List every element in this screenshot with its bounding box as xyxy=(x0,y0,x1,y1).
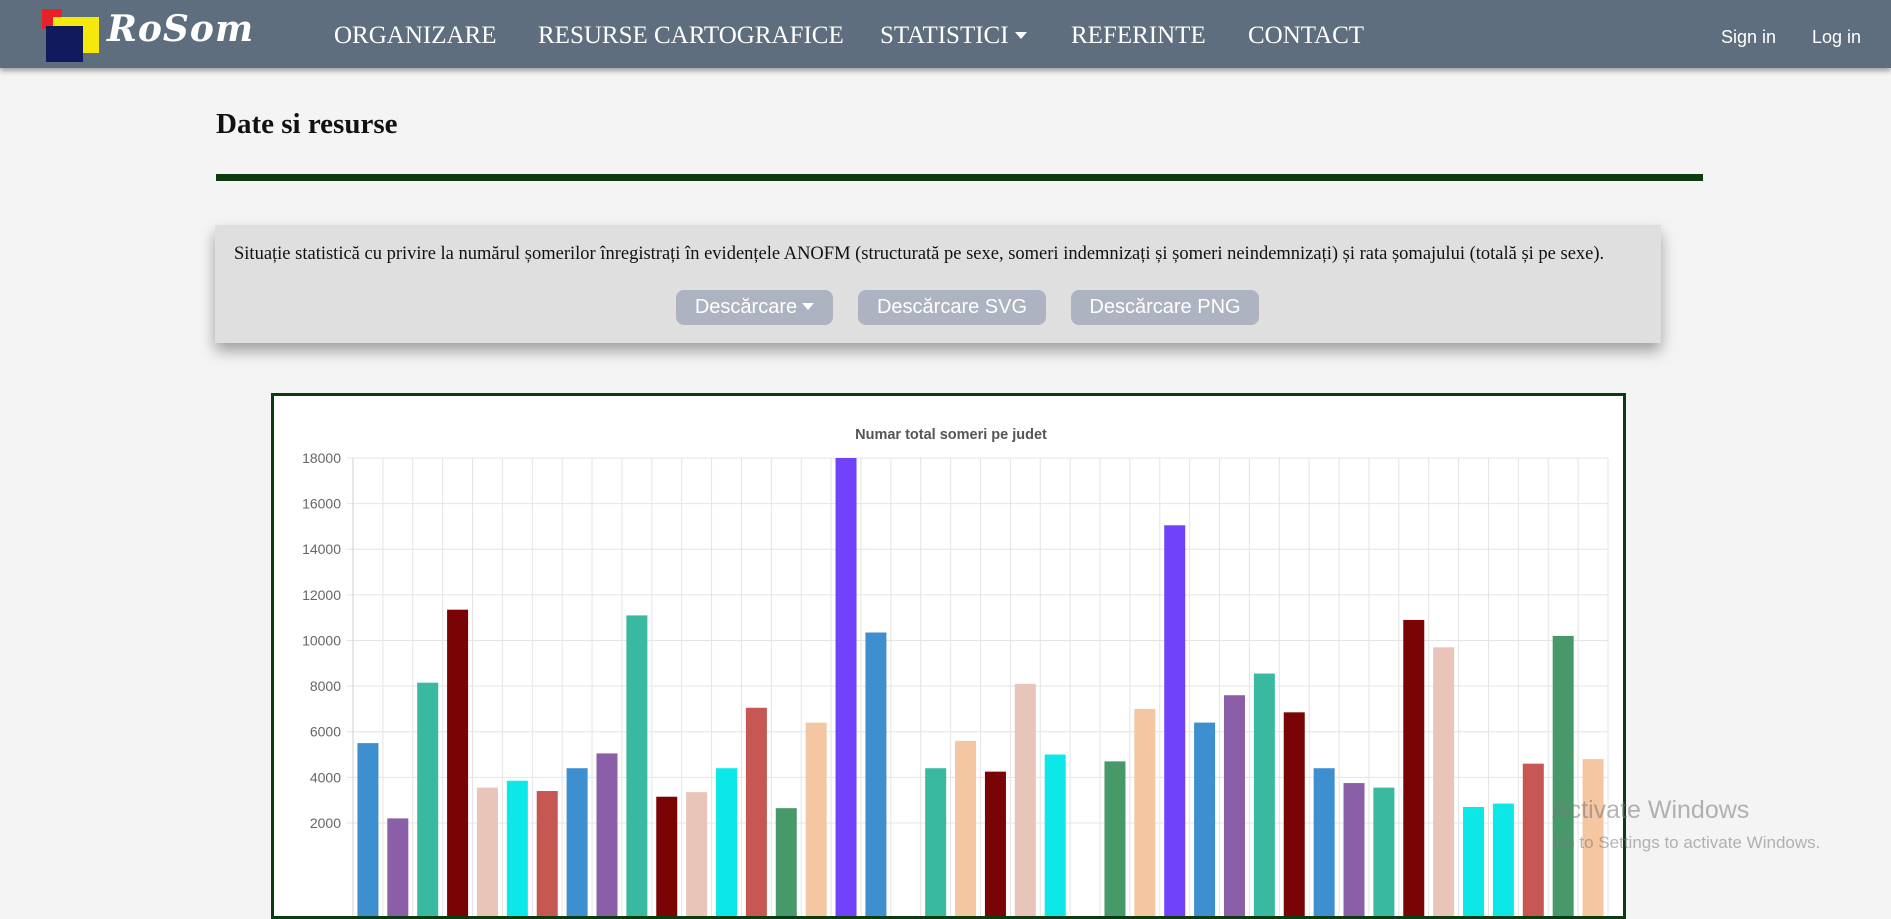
chart-title: Numar total someri pe judet xyxy=(855,427,1047,443)
chart-bar[interactable] xyxy=(566,768,588,916)
y-tick-label: 14000 xyxy=(302,541,341,557)
chart-bar[interactable] xyxy=(417,682,439,916)
page-title: Date si resurse xyxy=(216,108,398,140)
chart-bar[interactable] xyxy=(1582,759,1604,916)
chart-bar[interactable] xyxy=(596,753,618,916)
chart-bar[interactable] xyxy=(1223,695,1245,916)
chart-bar[interactable] xyxy=(447,609,469,916)
nav-statistici-label: STATISTICI xyxy=(880,22,1009,49)
chart-bar[interactable] xyxy=(387,818,409,916)
chart-bar[interactable] xyxy=(357,743,379,916)
chart-bar[interactable] xyxy=(745,707,767,916)
chart-bar[interactable] xyxy=(955,740,977,916)
nav-referinte[interactable]: REFERINTE xyxy=(1071,22,1206,49)
chart-grid xyxy=(347,457,1609,916)
chart-bars xyxy=(357,458,1604,916)
chart-bar[interactable] xyxy=(835,458,857,916)
chart-bar[interactable] xyxy=(1194,722,1216,916)
title-divider xyxy=(216,174,1703,181)
y-tick-label: 10000 xyxy=(302,632,341,648)
chart-bar[interactable] xyxy=(1044,754,1066,916)
chart-bar[interactable] xyxy=(1552,635,1574,916)
rosom-logo[interactable] xyxy=(42,9,100,62)
sign-in-link[interactable]: Sign in xyxy=(1721,27,1777,47)
download-label: Descărcare xyxy=(694,296,798,318)
y-tick-label: 6000 xyxy=(310,724,341,740)
y-tick-label: 2000 xyxy=(310,815,341,831)
chart-bar[interactable] xyxy=(506,780,528,916)
chart-bar[interactable] xyxy=(1253,673,1275,916)
chevron-down-icon xyxy=(802,303,815,310)
chart-bar[interactable] xyxy=(925,768,947,916)
chart-bar[interactable] xyxy=(1164,525,1186,916)
dataset-info-panel: Situație statistică cu privire la număru… xyxy=(215,225,1661,343)
dataset-description: Situație statistică cu privire la număru… xyxy=(234,244,1605,264)
chart-container: 2000 4000 6000 8000 10000 12000 14000 16000 1800… xyxy=(271,393,1626,919)
chart-bar[interactable] xyxy=(656,796,678,916)
y-tick-label: 4000 xyxy=(310,769,341,785)
bar-chart: 2000 4000 6000 8000 10000 12000 14000 16000 1800… xyxy=(302,427,1609,916)
chart-bar[interactable] xyxy=(476,787,498,916)
chart-bar[interactable] xyxy=(686,792,708,916)
chart-bar[interactable] xyxy=(1313,768,1335,916)
y-axis-ticks: 2000 4000 6000 8000 10000 12000 14000 16000 1800… xyxy=(302,450,341,831)
chart-bar[interactable] xyxy=(1343,783,1365,916)
chart-bar[interactable] xyxy=(1463,806,1485,916)
chart-bar[interactable] xyxy=(1104,761,1126,916)
chart-bar[interactable] xyxy=(775,808,797,916)
y-tick-label: 18000 xyxy=(302,450,341,466)
navbar: RoSom ORGANIZARE RESURSE CARTOGRAFICE ST… xyxy=(0,0,1891,68)
chart-bar[interactable] xyxy=(536,791,558,916)
y-tick-label: 12000 xyxy=(302,587,341,603)
chart-bar[interactable] xyxy=(1134,708,1156,916)
chart-bar[interactable] xyxy=(1433,647,1455,916)
download-dropdown-button[interactable]: Descărcare xyxy=(676,290,833,325)
log-in-link[interactable]: Log in xyxy=(1812,27,1862,47)
download-png-button[interactable]: Descărcare PNG xyxy=(1071,290,1259,325)
chart-bar[interactable] xyxy=(626,615,648,916)
chart-bar[interactable] xyxy=(1492,803,1514,916)
nav-resurse-cartografice[interactable]: RESURSE CARTOGRAFICE xyxy=(538,22,844,49)
brand-name[interactable]: RoSom xyxy=(107,8,255,50)
download-svg-button[interactable]: Descărcare SVG xyxy=(858,290,1046,325)
chart-bar[interactable] xyxy=(1373,787,1395,916)
chart-bar[interactable] xyxy=(865,632,887,916)
nav-contact[interactable]: CONTACT xyxy=(1248,22,1365,49)
chart-bar[interactable] xyxy=(984,771,1006,916)
y-tick-label: 8000 xyxy=(310,678,341,694)
chart-bar[interactable] xyxy=(805,722,827,916)
chart-bar[interactable] xyxy=(1403,619,1425,916)
chevron-down-icon xyxy=(1014,32,1027,39)
nav-statistici[interactable]: STATISTICI xyxy=(880,22,1027,50)
chart-bar[interactable] xyxy=(1283,712,1305,916)
chart-bar[interactable] xyxy=(1014,683,1036,916)
y-tick-label: 16000 xyxy=(302,496,341,512)
chart-bar[interactable] xyxy=(716,768,738,916)
nav-organizare[interactable]: ORGANIZARE xyxy=(334,22,497,49)
chart-bar[interactable] xyxy=(1522,763,1544,916)
